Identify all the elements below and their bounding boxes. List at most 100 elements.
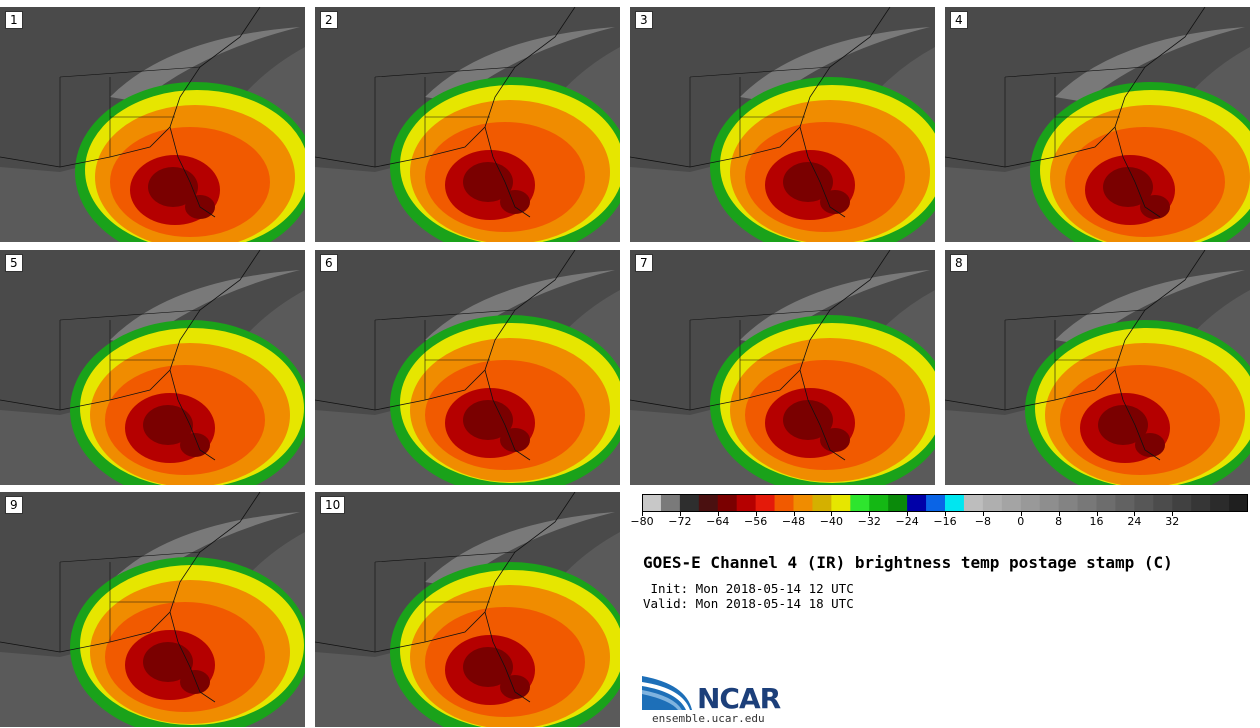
- colorbar-tick-label: 0: [1017, 515, 1025, 528]
- colorbar-tick-mark: [717, 512, 719, 516]
- colorbar-tick-mark: [831, 512, 833, 516]
- colorbar-swatch: [1058, 494, 1079, 512]
- postage-stamp-panel-2: 2: [315, 7, 620, 242]
- ir-map: [630, 250, 935, 485]
- colorbar-tick-label: −8: [974, 515, 991, 528]
- source-url: ensemble.ucar.edu: [652, 712, 765, 725]
- colorbar-swatch: [793, 494, 813, 512]
- convective-core-dark: [783, 400, 833, 440]
- coastline: [0, 7, 261, 218]
- colorbar-swatch: [888, 494, 908, 512]
- colorbar-tick-label: −24: [895, 515, 919, 528]
- colorbar-swatch: [1115, 494, 1135, 512]
- colorbar-swatch: [1210, 494, 1230, 512]
- colorbar-swatch: [642, 494, 662, 512]
- colorbar-tick-mark: [793, 512, 795, 516]
- colorbar-tick-label: −56: [744, 515, 768, 528]
- panel-number-label: 6: [320, 254, 338, 272]
- colorbar-tick-mark: [1058, 512, 1060, 516]
- postage-stamp-panel-1: 1: [0, 7, 305, 242]
- colorbar-swatch: [850, 494, 870, 512]
- valid-time: Valid: Mon 2018-05-14 18 UTC: [643, 596, 854, 611]
- state-borders: [374, 309, 516, 410]
- postage-stamp-panel-9: 9: [0, 492, 305, 727]
- convective-core-dark: [143, 642, 193, 682]
- convective-core-dark: [783, 162, 833, 202]
- panel-number-label: 4: [950, 11, 968, 29]
- state-borders: [689, 66, 831, 167]
- coastline: [315, 7, 576, 218]
- convective-core-dark: [180, 433, 210, 457]
- panel-number-label: 2: [320, 11, 338, 29]
- colorbar-swatch: [774, 494, 794, 512]
- postage-stamp-panel-4: 4: [945, 7, 1250, 242]
- colorbar-swatch: [926, 494, 946, 512]
- ncar-wordmark: NCAR: [697, 682, 781, 715]
- colorbar-tick-label: −72: [668, 515, 692, 528]
- colorbar-swatch: [1096, 494, 1116, 512]
- state-borders: [1004, 309, 1146, 410]
- colorbar-tick-label: 24: [1127, 515, 1142, 528]
- coastline: [945, 7, 1206, 218]
- state-borders: [374, 66, 516, 167]
- ir-map: [0, 492, 305, 727]
- ir-map: [315, 7, 620, 242]
- coastline: [945, 250, 1206, 461]
- convective-core-dark: [1103, 167, 1153, 207]
- convective-core-dark: [143, 405, 193, 445]
- ir-map: [945, 250, 1250, 485]
- colorbar-swatch: [907, 494, 927, 512]
- colorbar-tick-label: −40: [819, 515, 843, 528]
- panel-number-label: 7: [635, 254, 653, 272]
- panel-number-label: 8: [950, 254, 968, 272]
- convective-core-dark: [463, 400, 513, 440]
- colorbar-swatch: [1153, 494, 1173, 512]
- colorbar-swatch: [982, 494, 1003, 512]
- colorbar-tick-label: 8: [1055, 515, 1063, 528]
- colorbar-swatch: [1172, 494, 1192, 512]
- postage-stamp-panel-5: 5: [0, 250, 305, 485]
- colorbar-swatch: [717, 494, 738, 512]
- convective-core-dark: [148, 167, 198, 207]
- colorbar-swatch: [1001, 494, 1022, 512]
- colorbar-tick-mark: [1172, 512, 1174, 516]
- convective-core-dark: [180, 670, 210, 694]
- colorbar-tick-mark: [1096, 512, 1098, 516]
- colorbar-swatch: [660, 494, 681, 512]
- state-borders: [1004, 66, 1146, 167]
- ncar-logo: [642, 676, 692, 710]
- coastline: [630, 250, 891, 461]
- ir-map: [945, 7, 1250, 242]
- ir-map: [315, 250, 620, 485]
- convective-core-dark: [1098, 405, 1148, 445]
- convective-core-dark: [500, 428, 530, 452]
- colorbar-swatch: [1077, 494, 1097, 512]
- temperature-colorbar: [642, 494, 1248, 512]
- colorbar-tick-label: −80: [630, 515, 654, 528]
- colorbar-swatch: [1039, 494, 1060, 512]
- init-time: Init: Mon 2018-05-14 12 UTC: [643, 581, 854, 596]
- colorbar-tick-mark: [982, 512, 984, 516]
- postage-stamp-panel-6: 6: [315, 250, 620, 485]
- convective-core-dark: [1140, 195, 1170, 219]
- panel-number-label: 1: [5, 11, 23, 29]
- colorbar-swatch: [1134, 494, 1154, 512]
- colorbar-swatch: [698, 494, 719, 512]
- convective-core-dark: [500, 675, 530, 699]
- ir-map: [315, 492, 620, 727]
- colorbar-swatch: [679, 494, 700, 512]
- postage-stamp-panel-8: 8: [945, 250, 1250, 485]
- colorbar-tick-mark: [1134, 512, 1136, 516]
- colorbar-tick-mark: [755, 512, 757, 516]
- colorbar-swatch: [736, 494, 757, 512]
- coastline: [315, 250, 576, 461]
- colorbar-tick-label: −32: [857, 515, 881, 528]
- colorbar-tick-mark: [642, 512, 643, 516]
- coastline: [0, 250, 261, 461]
- coastline: [0, 492, 261, 703]
- convective-core-dark: [1135, 433, 1165, 457]
- state-borders: [59, 551, 201, 652]
- colorbar-swatch: [831, 494, 851, 512]
- colorbar-tick-label: 32: [1165, 515, 1180, 528]
- colorbar-tick-mark: [1020, 512, 1022, 516]
